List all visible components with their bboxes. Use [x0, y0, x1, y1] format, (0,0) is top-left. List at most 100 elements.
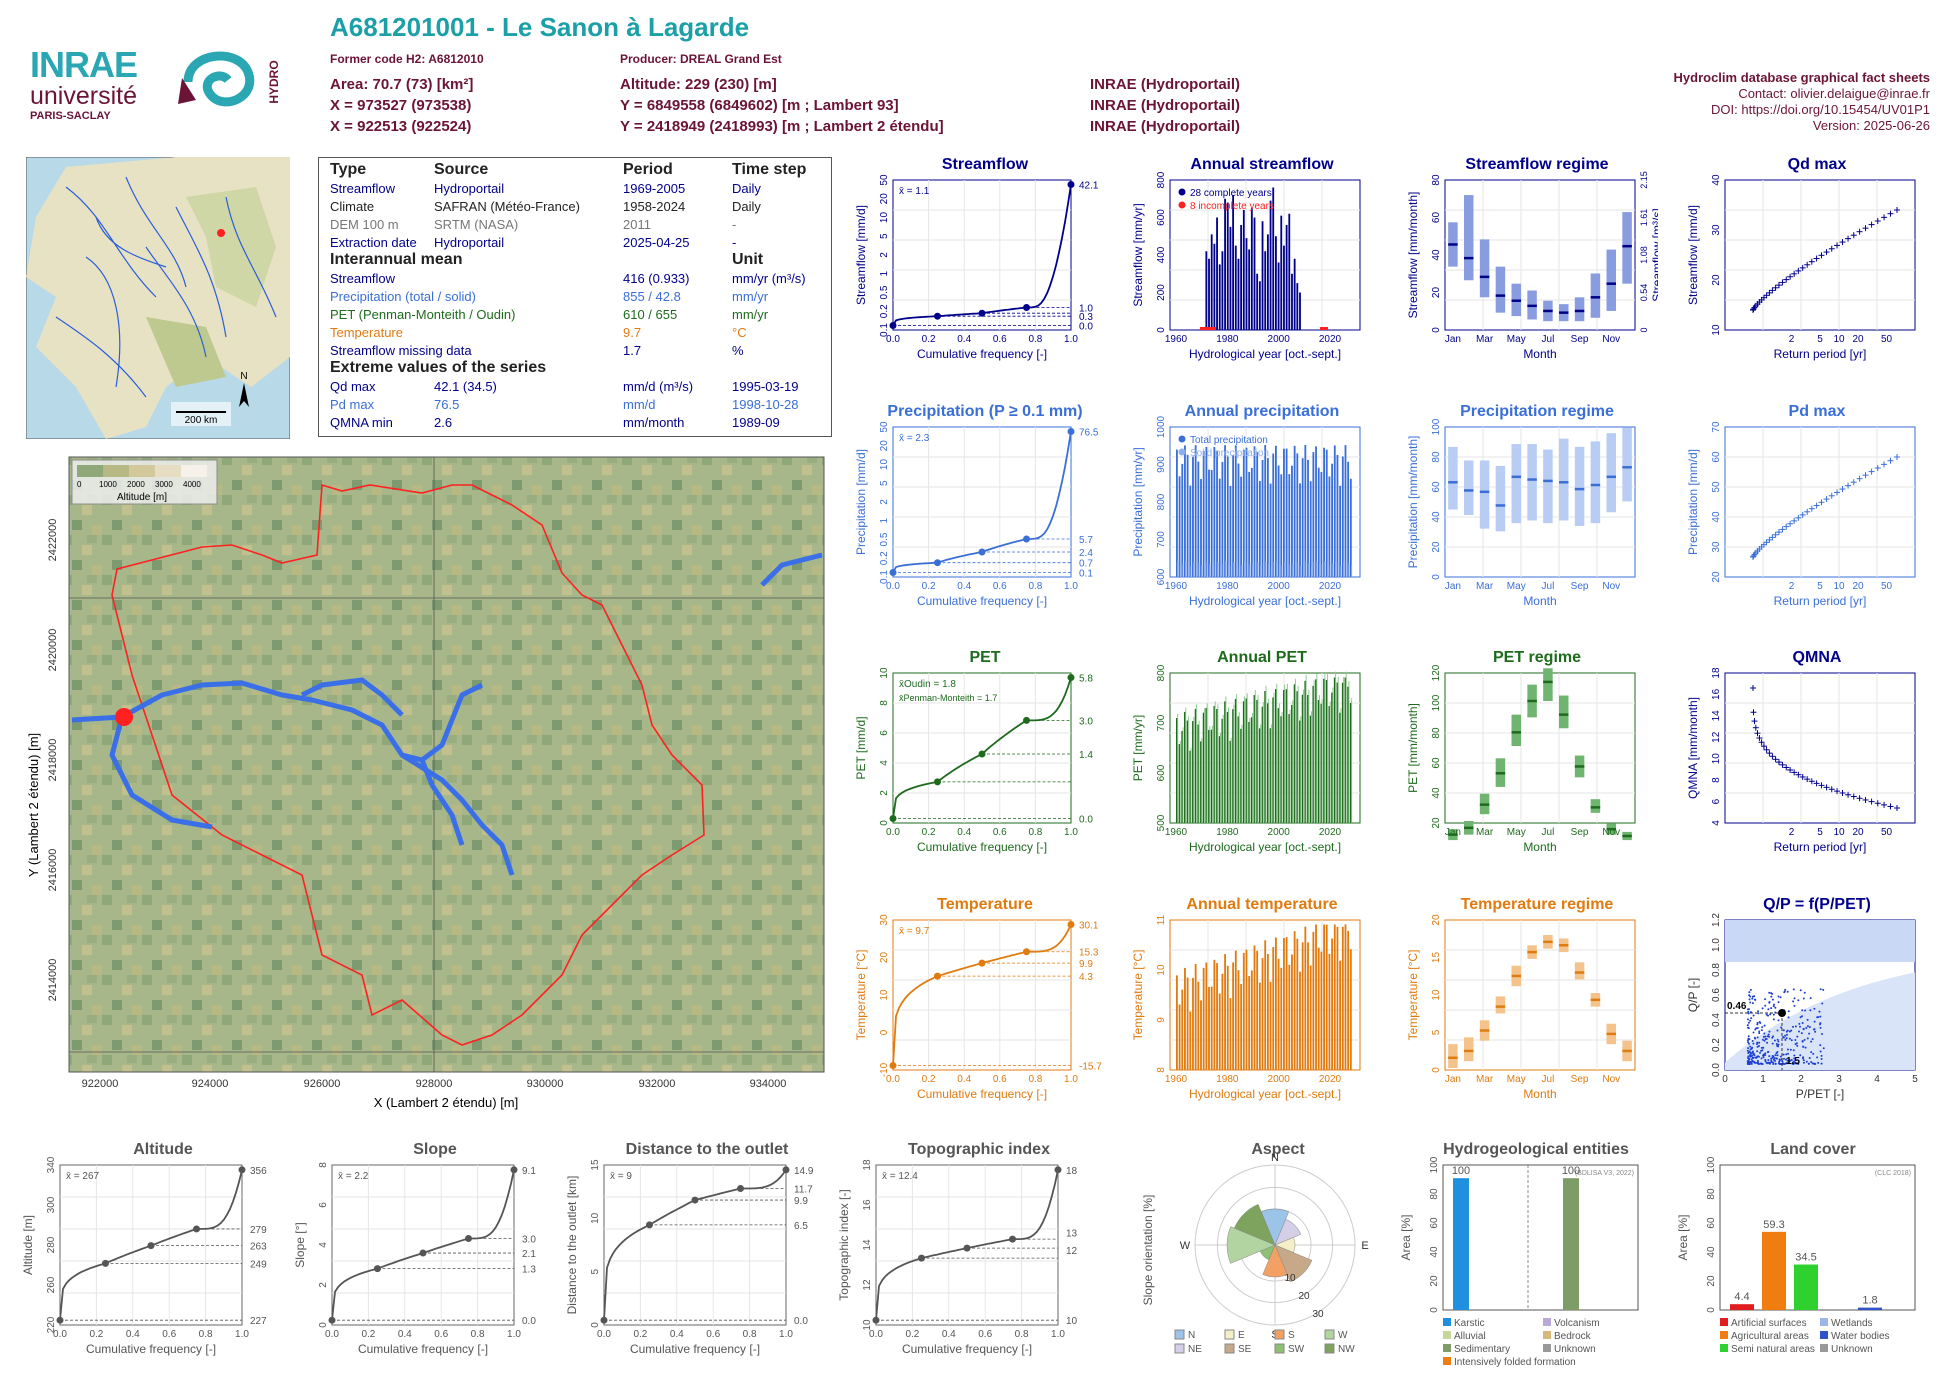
- quantile-label: 6.5: [794, 1221, 808, 1232]
- annual-bar-secondary: [1222, 563, 1224, 577]
- legend-swatch: [1274, 1343, 1285, 1354]
- annual-bar-secondary: [1244, 696, 1246, 823]
- legend-swatch: [1224, 1329, 1235, 1340]
- return-point: [1856, 795, 1863, 802]
- regime-box: [1511, 714, 1521, 746]
- qp-point: [1784, 1038, 1787, 1041]
- annual-bar: [1202, 967, 1205, 1070]
- annual-bar: [1208, 258, 1210, 330]
- annual-bar: [1178, 744, 1181, 823]
- qp-point: [1758, 1032, 1761, 1035]
- annual-bar-secondary: [1209, 726, 1211, 823]
- plot-area: [603, 1164, 787, 1326]
- qp-point: [1747, 1059, 1750, 1062]
- annual-bar-secondary: [1262, 562, 1264, 577]
- y2-tick: 0: [1639, 327, 1649, 332]
- x-tick: 1.0: [1064, 827, 1078, 838]
- annual-bar: [1178, 1004, 1181, 1070]
- y-tick: 50: [1711, 481, 1722, 493]
- x-axis-label: Cumulative frequency [-]: [917, 594, 1047, 608]
- qp-point: [1748, 994, 1751, 997]
- annual-bar: [1325, 679, 1328, 823]
- annual-bar-secondary: [1281, 564, 1283, 577]
- qp-point: [1820, 1057, 1823, 1060]
- x-tick: 0.2: [922, 334, 936, 345]
- direction-label: N: [1271, 1152, 1279, 1164]
- qp-point: [1814, 1030, 1817, 1033]
- annual-bar: [1266, 458, 1269, 577]
- return-point: [1783, 523, 1790, 530]
- mean-label: x̄ = 12.4: [882, 1171, 918, 1182]
- qp-point: [1784, 1062, 1787, 1065]
- y-tick: 0.2: [879, 551, 890, 565]
- legend-label: E: [1238, 1330, 1245, 1341]
- qp-point: [1768, 1055, 1771, 1058]
- annual-bar-secondary: [1311, 711, 1312, 823]
- regime-box: [1606, 433, 1616, 513]
- y-tick: 1: [879, 271, 890, 277]
- cell: %: [732, 342, 744, 358]
- annual-bar-secondary: [1182, 563, 1184, 577]
- regime-box: [1448, 446, 1458, 510]
- doi-link[interactable]: DOI: https://doi.org/10.15454/UV01P1: [1711, 102, 1930, 117]
- chart-title: PET: [969, 649, 1000, 666]
- annual-bar-secondary: [1300, 565, 1302, 577]
- qp-point: [1804, 1009, 1807, 1012]
- annual-bar: [1339, 712, 1342, 823]
- cell: mm/month: [623, 414, 685, 430]
- x-axis-label: Month: [1523, 347, 1556, 361]
- quantile-point: [782, 1166, 790, 1174]
- regime-box: [1574, 446, 1585, 526]
- y-axis-label: Precipitation [mm/d]: [854, 449, 868, 555]
- regime-box: [1543, 668, 1553, 701]
- y-tick: 60: [1431, 212, 1442, 224]
- return-point: [1828, 492, 1835, 499]
- annual-bar-secondary: [1305, 561, 1307, 577]
- source-label: (CLC 2018): [1875, 1170, 1911, 1177]
- x-tick: 0.4: [957, 581, 971, 592]
- annual-bar: [1261, 958, 1264, 1070]
- x-tick: 2000: [1268, 1074, 1291, 1085]
- quantile-label: 13: [1066, 1229, 1078, 1240]
- annual-bar: [1234, 445, 1237, 577]
- annual-bar: [1293, 931, 1296, 1070]
- annual-bar: [1280, 716, 1283, 823]
- qp-point: [1796, 1044, 1799, 1047]
- quantile-point: [691, 1196, 699, 1204]
- qp-point: [1786, 1048, 1789, 1051]
- quantile-label: 9.1: [522, 1166, 536, 1177]
- qp-point: [1756, 1050, 1759, 1053]
- y-tick: 80: [1429, 1188, 1440, 1200]
- y-tick: 120: [1431, 664, 1442, 681]
- x-tick: 1: [1760, 1074, 1766, 1085]
- qp-point: [1796, 1062, 1799, 1065]
- y-tick: 340: [46, 1156, 57, 1173]
- annual-bar: [1232, 195, 1235, 330]
- return-point: [1799, 511, 1806, 518]
- return-point: [1772, 284, 1779, 291]
- qp-point: [1746, 1018, 1749, 1021]
- annual-bar: [1331, 692, 1334, 823]
- qp-point: [1812, 1028, 1815, 1031]
- x-tick: 0.8: [1028, 581, 1042, 592]
- return-point: [1779, 279, 1786, 286]
- legend-swatch: [1174, 1343, 1185, 1354]
- annual-bar-secondary: [1327, 561, 1329, 577]
- annual-bar-secondary: [1246, 693, 1248, 823]
- qp-point: [1775, 1042, 1778, 1045]
- north-arrow-icon: [239, 383, 249, 407]
- y-tick: 0.8: [1711, 963, 1722, 977]
- x-tick: 0.0: [886, 581, 900, 592]
- qp-point: [1785, 1030, 1788, 1033]
- annual-bar: [1192, 456, 1194, 577]
- y-axis-label: Q/P [-]: [1686, 978, 1700, 1012]
- annual-bar: [1216, 217, 1218, 330]
- y-axis-label: Precipitation [mm/d]: [1686, 449, 1700, 555]
- x-axis-label: Cumulative frequency [-]: [902, 1342, 1032, 1356]
- annual-bar: [1242, 449, 1245, 577]
- annual-bar: [1210, 234, 1213, 330]
- cell: 1958-2024: [623, 198, 686, 214]
- aspect-sector: [1234, 1204, 1276, 1246]
- qp-point: [1749, 1045, 1752, 1048]
- x-tick: Mar: [1476, 1074, 1494, 1085]
